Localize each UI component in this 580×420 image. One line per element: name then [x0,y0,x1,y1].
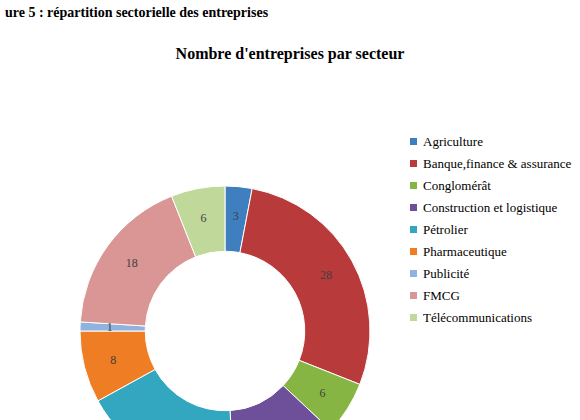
svg-text:Construction et logistique: Construction et logistique [423,200,558,215]
svg-text:Conglomérât: Conglomérât [423,178,491,193]
svg-text:Pharmaceutique: Pharmaceutique [423,244,507,259]
svg-text:FMCG: FMCG [423,288,460,303]
svg-text:ure 5 : répartition sectoriell: ure 5 : répartition sectorielle des entr… [5,5,269,20]
svg-text:Télécommunications: Télécommunications [423,310,532,325]
svg-text:Banque,finance & assurance: Banque,finance & assurance [423,156,572,171]
svg-text:6: 6 [319,386,325,400]
svg-text:Nombre d'entreprises par secte: Nombre d'entreprises par secteur [176,45,405,63]
svg-text:Agriculture: Agriculture [423,134,483,149]
svg-text:3: 3 [233,209,239,223]
svg-text:28: 28 [320,268,332,282]
svg-text:18: 18 [126,256,138,270]
svg-text:6: 6 [200,211,206,225]
svg-text:8: 8 [110,353,116,367]
svg-text:1: 1 [107,320,113,334]
svg-text:Pétrolier: Pétrolier [423,222,468,237]
svg-text:Publicité: Publicité [423,266,469,281]
